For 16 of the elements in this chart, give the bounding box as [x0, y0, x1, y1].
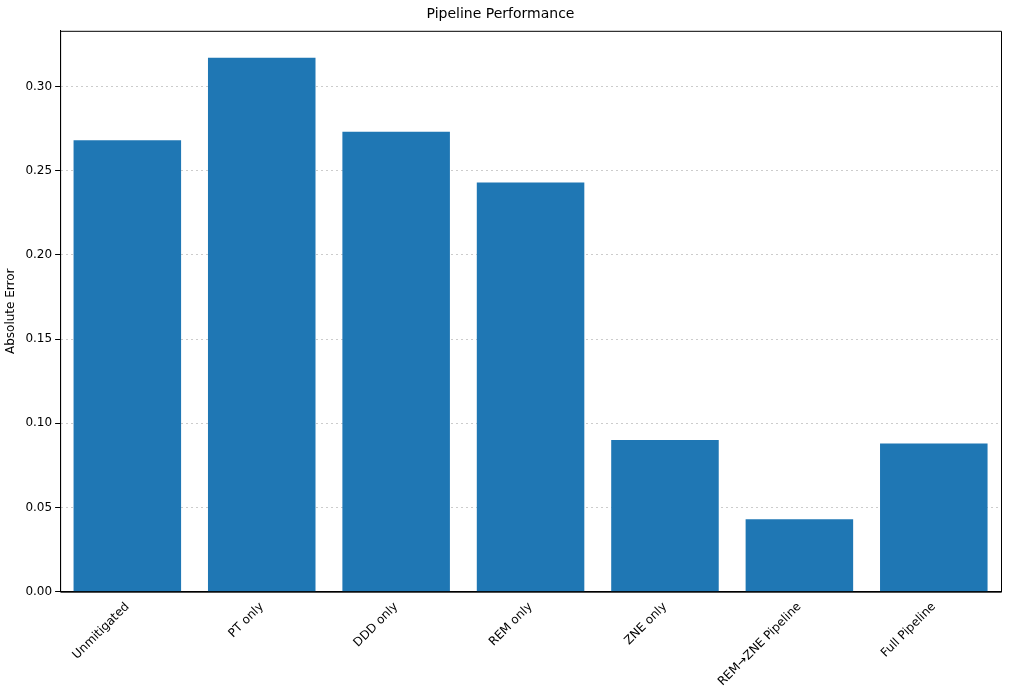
bar — [611, 440, 719, 592]
y-tick-label: 0.15 — [25, 331, 53, 346]
y-tick-label: 0.30 — [25, 78, 53, 93]
chart-title: Pipeline Performance — [426, 5, 575, 22]
y-axis-title: Absolute Error — [3, 268, 18, 355]
bar — [476, 182, 585, 592]
bar — [880, 443, 988, 592]
bar — [342, 131, 450, 592]
bar — [73, 140, 182, 592]
bar — [745, 519, 854, 592]
y-tick-label: 0.10 — [25, 415, 53, 430]
y-tick-label: 0.05 — [25, 499, 53, 514]
y-tick-label: 0.20 — [25, 246, 53, 261]
y-tick-label: 0.00 — [25, 583, 53, 598]
bar — [207, 57, 316, 592]
y-tick-label: 0.25 — [25, 162, 53, 177]
